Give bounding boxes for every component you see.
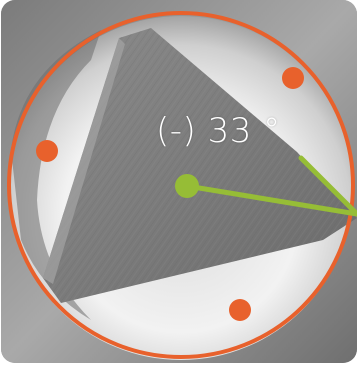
- workpiece-edge-highlight: [43, 38, 125, 284]
- angle-readout: (-) 33 °: [156, 111, 281, 151]
- pivot-dot-icon: [175, 174, 199, 198]
- reference-dot-icon: [36, 140, 58, 162]
- workpiece-texture: [43, 28, 357, 303]
- bore-shadow-left: [11, 30, 101, 320]
- angle-reference-line: [298, 155, 357, 217]
- angle-indicator-line: [184, 183, 357, 217]
- reference-dot-icon: [229, 299, 251, 321]
- reference-dot-icon: [282, 67, 304, 89]
- alignment-ring: [7, 11, 355, 359]
